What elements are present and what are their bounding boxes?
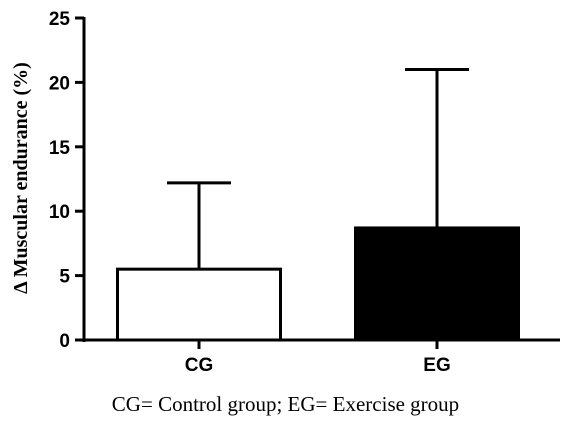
- y-tick-label: 5: [59, 267, 70, 288]
- bar-eg: [354, 226, 520, 342]
- bar-cg: [116, 267, 282, 342]
- bars: [116, 68, 520, 342]
- x-tick-label: CG: [185, 355, 214, 376]
- x-tick-label: EG: [423, 355, 450, 376]
- y-axis-label: Δ Muscular endurance (%): [10, 62, 32, 294]
- chart-caption: CG= Control group; EG= Exercise group: [111, 392, 460, 416]
- y-tick-label: 15: [49, 138, 71, 159]
- y-tick-label: 0: [59, 331, 70, 352]
- y-tick-label: 10: [49, 202, 70, 223]
- category-labels: CG EG: [185, 340, 451, 376]
- y-tick-label: 20: [49, 73, 70, 94]
- y-tick-label: 25: [49, 9, 71, 30]
